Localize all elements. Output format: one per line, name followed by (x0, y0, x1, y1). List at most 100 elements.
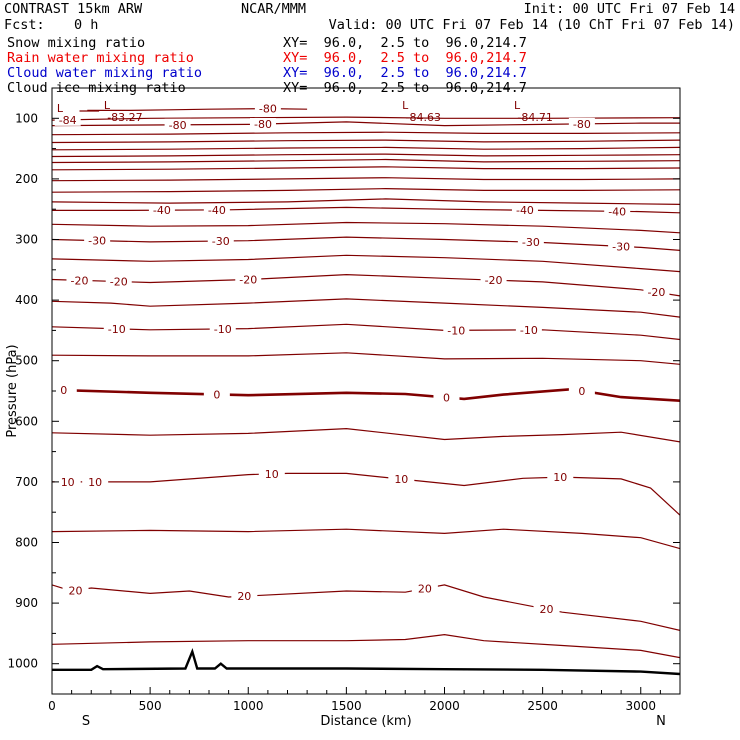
isotherm-label: 0 (60, 384, 67, 397)
isotherm--56-line-9 (52, 166, 680, 171)
isotherm--35-line-14 (52, 221, 680, 234)
isotherm-25-line-26 (52, 633, 680, 659)
isotherm-label-bg (103, 322, 130, 335)
isotherm-label: 0 (213, 388, 220, 401)
isotherm-label-bg (388, 473, 415, 486)
field-xy-cloud-water: XY= 96.0, 2.5 to 96.0,214.7 (283, 65, 527, 81)
isotherm-label: -80 (573, 118, 591, 131)
isotherm-label-bg (254, 102, 281, 115)
isotherm-label: -10 (520, 324, 538, 337)
isotherm--48-line-11 (52, 187, 680, 193)
y-axis-label: Pressure (hPa) (5, 344, 20, 437)
isotherm-label: -80 (169, 119, 187, 132)
isotherm-label: -20 (70, 274, 88, 287)
isotherm-label: 10 (265, 468, 279, 481)
isotherm--25-line-16 (52, 254, 680, 273)
y-tick-label: 200 (15, 172, 38, 186)
x-axis-label: Distance (km) (320, 714, 411, 729)
isotherm-label-bg (82, 475, 109, 488)
x-end-label-left: S (82, 714, 90, 729)
field-xy-rain: XY= 96.0, 2.5 to 96.0,214.7 (283, 50, 527, 66)
contour-label-layer: -84 -80 -80 -80 -80 -40 -40 -40 -40 -30 -30 -30 -30 -… (50, 99, 670, 616)
forecast-hour: 0 h (74, 17, 99, 33)
isotherm-label: 0 (443, 391, 450, 404)
isotherm-label: 10 (88, 476, 102, 489)
low-marker: L (514, 99, 521, 112)
isotherm-label: 20 (540, 603, 554, 616)
isotherm-label-bg (164, 118, 191, 131)
isotherm-label-bg (50, 384, 77, 397)
isotherm-label-bg (517, 236, 544, 249)
valid-time: Valid: 00 UTC Fri 07 Feb 14 (10 ChT Fri … (328, 17, 735, 33)
low-marker: L (402, 99, 409, 112)
isotherm-label: -84 (59, 114, 77, 127)
isotherm-label-bg (511, 204, 538, 217)
isotherm-label-bg (54, 475, 81, 488)
isotherm--60-line-8 (52, 158, 680, 164)
field-name-snow: Snow mixing ratio (7, 35, 146, 51)
isotherm-label: -80 (254, 118, 272, 131)
y-tick-label: 800 (15, 536, 38, 550)
isotherm-label-bg (209, 322, 236, 335)
isotherm-label-bg (443, 324, 470, 337)
isotherm-label-bg (433, 391, 460, 404)
x-tick-label: 3000 (625, 699, 656, 713)
isotherm-label: -40 (153, 204, 171, 217)
isotherm--84-line-0 (52, 116, 680, 121)
isotherm-label: -20 (485, 274, 503, 287)
y-tick-label: 600 (15, 414, 38, 428)
isotherm--44-line-12 (52, 198, 680, 205)
isotherm-label: -20 (239, 273, 257, 286)
low-marker: L (104, 99, 111, 112)
isotherm-label-bg (203, 388, 230, 401)
isotherm--15-line-18 (52, 298, 680, 318)
isotherm--68-line-6 (52, 146, 680, 151)
y-tick-label: 500 (15, 354, 38, 368)
isotherm-label-bg (515, 323, 542, 336)
isotherm-layer (52, 107, 680, 659)
isotherm--64-line-7 (52, 153, 680, 158)
field-name-cloud-water: Cloud water mixing ratio (7, 65, 203, 81)
isotherm-label-bg (547, 471, 574, 484)
isotherm-label-bg (148, 204, 175, 217)
init-time: Init: 00 UTC Fri 07 Feb 14 (523, 1, 735, 17)
y-tick-label: 700 (15, 475, 38, 489)
isotherm-label-bg (105, 275, 132, 288)
isotherm-label-bg (411, 582, 438, 595)
isotherm-label: -30 (612, 240, 630, 253)
isotherm-label-bg (54, 113, 81, 126)
low-value: -83.27 (107, 111, 142, 124)
isotherm--20-line-17 (52, 273, 680, 297)
low-value: -84.63 (406, 111, 441, 124)
isotherm--30-line-15 (52, 236, 680, 251)
isotherm-label-bg (480, 274, 507, 287)
isotherm-label: -20 (110, 276, 128, 289)
isotherm-label: -40 (516, 204, 534, 217)
isotherm-15-line-24 (52, 528, 680, 550)
isotherm-label-bg (231, 590, 258, 603)
field-xy-snow: XY= 96.0, 2.5 to 96.0,214.7 (283, 35, 527, 51)
isotherm--10-line-19 (52, 323, 680, 341)
isotherm-label: 0 (578, 385, 585, 398)
isotherm-label: -40 (608, 205, 626, 218)
isotherm-label: -30 (522, 236, 540, 249)
isotherm-label-bg (203, 203, 230, 216)
isotherm-label-bg (235, 273, 262, 286)
y-tick-label: 400 (15, 293, 38, 307)
y-tick-label: 900 (15, 596, 38, 610)
isotherm-5-line-22 (52, 427, 680, 443)
isotherm-label: 10 (394, 473, 408, 486)
isotherm-label: -80 (259, 103, 277, 116)
isotherm-label-bg (84, 234, 111, 247)
isotherm-label-bg (643, 286, 670, 299)
forecast-label: Fcst: (4, 17, 45, 33)
isotherm-label: 20 (237, 590, 251, 603)
isotherm-label: -30 (212, 235, 230, 248)
isotherm-label-bg (604, 205, 631, 218)
isotherm-label: 20 (418, 583, 432, 596)
isotherm-label-bg (533, 603, 560, 616)
isotherm-10-line-23 (52, 472, 680, 516)
x-end-label-right: N (656, 714, 666, 729)
isotherm-label-bg (249, 117, 276, 130)
